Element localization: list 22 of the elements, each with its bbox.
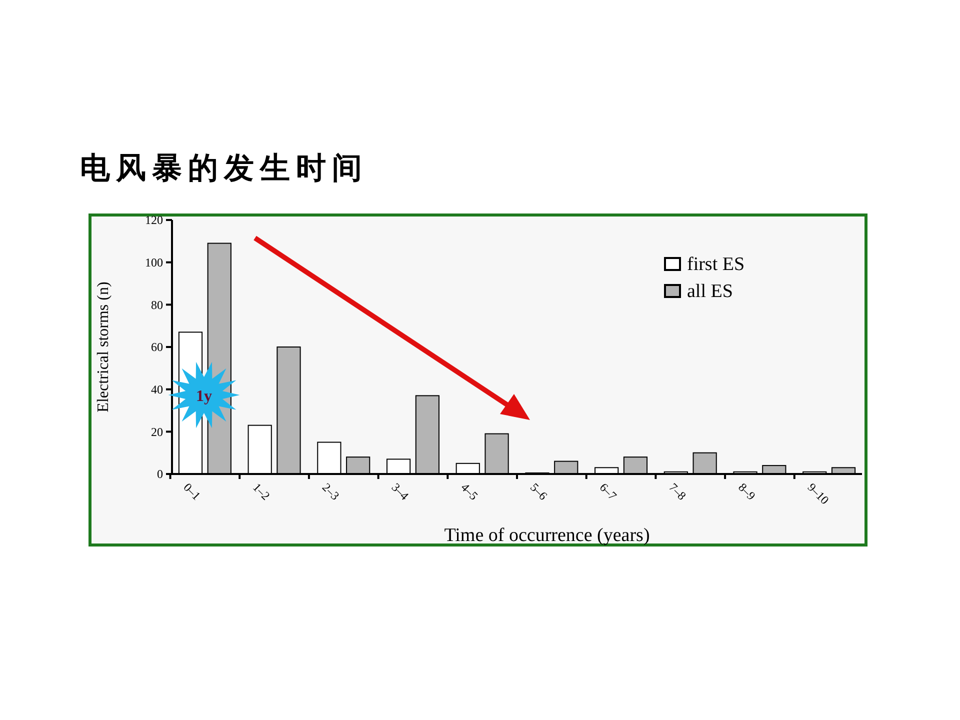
legend-label: first ES (687, 254, 745, 275)
legend-label: all ES (687, 281, 733, 302)
x-tick-label: 4–5 (458, 480, 481, 503)
y-axis-title: Electrical storms (n) (95, 282, 112, 412)
x-tick-label: 8–9 (736, 480, 758, 503)
x-tick-label: 3–4 (388, 480, 412, 503)
x-axis-title: Time of occurrence (years) (444, 525, 650, 546)
x-tick-label: 5–6 (528, 480, 550, 503)
y-tick-label: 120 (145, 213, 163, 228)
x-tick-label: 0–1 (180, 480, 204, 503)
y-tick-label: 100 (145, 256, 163, 270)
x-tick-label: 7–8 (666, 480, 689, 503)
y-tick-label: 0 (157, 467, 163, 482)
chart-title: 电风暴的发生时间 (80, 151, 368, 186)
x-tick-label: 2–3 (320, 480, 342, 503)
y-tick-label: 60 (151, 340, 163, 354)
y-tick-label: 40 (151, 382, 163, 397)
x-tick-label: 1–2 (250, 480, 273, 503)
y-tick-label: 80 (151, 298, 163, 312)
y-tick-label: 20 (151, 424, 163, 439)
x-tick-label: 6–7 (596, 480, 620, 503)
annotation: 1y (196, 388, 212, 405)
